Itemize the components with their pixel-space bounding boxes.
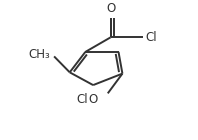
- Text: CH₃: CH₃: [28, 48, 50, 61]
- Text: Cl: Cl: [145, 31, 156, 44]
- Text: O: O: [106, 2, 115, 15]
- Text: Cl: Cl: [77, 93, 88, 106]
- Text: O: O: [89, 93, 98, 106]
